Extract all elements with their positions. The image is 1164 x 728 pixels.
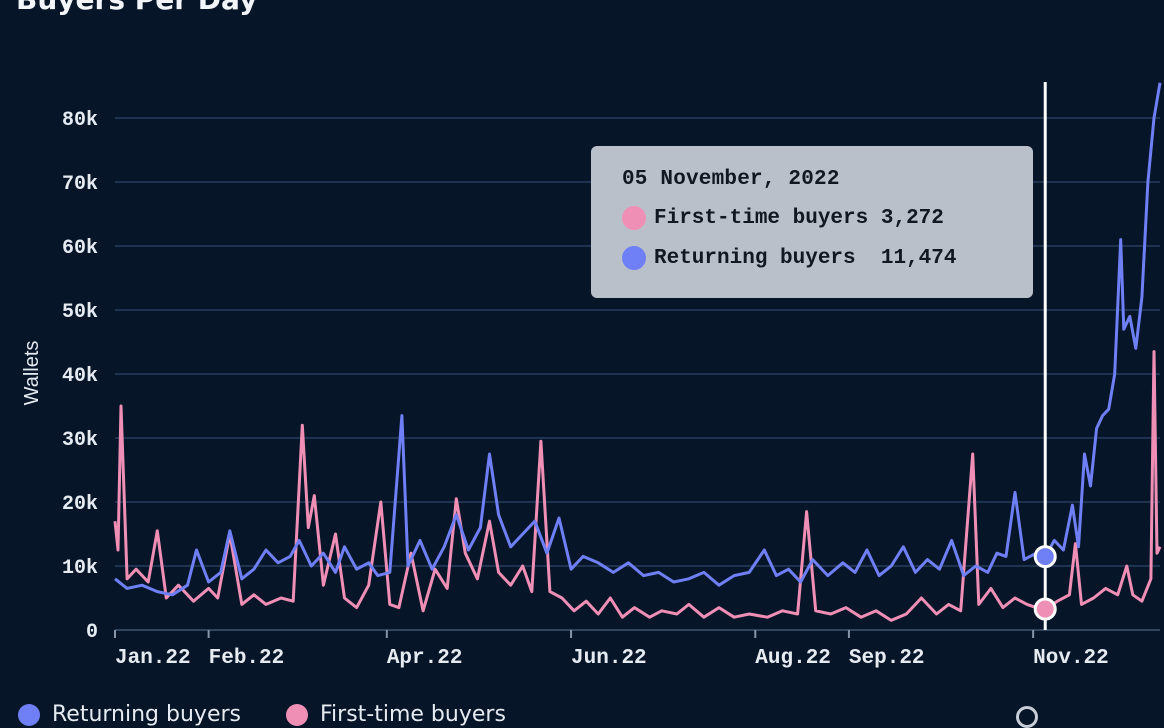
hover-markers bbox=[1033, 545, 1057, 621]
tooltip-row-returning: Returning buyers 11,474 bbox=[622, 245, 1033, 271]
chart-title: Buyers Per Day bbox=[16, 0, 257, 14]
returning-dot-icon bbox=[622, 246, 646, 270]
y-tick-label: 0 bbox=[86, 621, 98, 644]
legend-toggle-icon[interactable] bbox=[1016, 706, 1038, 728]
tooltip-label-returning: Returning buyers bbox=[654, 246, 856, 270]
returning-hover-marker bbox=[1033, 545, 1057, 569]
x-tick-label: Apr.22 bbox=[387, 647, 463, 670]
y-tick-label: 30k bbox=[62, 429, 98, 452]
tooltip-value-first-time: 3,272 bbox=[880, 206, 944, 230]
tooltip-label-first-time: First-time buyers bbox=[654, 206, 869, 230]
legend-label-returning: Returning buyers bbox=[52, 702, 241, 727]
x-tick-label: Aug.22 bbox=[755, 647, 831, 670]
first-time-hover-marker bbox=[1033, 597, 1057, 621]
y-tick-label: 10k bbox=[62, 557, 98, 580]
series-lines bbox=[113, 82, 1162, 622]
y-axis-ticks: 0 10k 20k 30k 40k 50k 60k 70k 80k bbox=[62, 109, 98, 644]
tooltip-row-first-time: First-time buyers 3,272 bbox=[622, 205, 1033, 231]
hover-tooltip: 05 November, 2022 First-time buyers 3,27… bbox=[591, 146, 1033, 298]
legend-label-first-time: First-time buyers bbox=[320, 702, 506, 727]
returning-buyers-line bbox=[114, 82, 1162, 597]
x-tick-label: Jun.22 bbox=[571, 647, 647, 670]
x-axis-ticks: Jan.22 Feb.22 Apr.22 Jun.22 Aug.22 Sep.22 Nov.… bbox=[114, 630, 1109, 670]
y-tick-label: 70k bbox=[62, 173, 98, 196]
first-time-buyers-line bbox=[113, 350, 1162, 622]
x-tick-label: Sep.22 bbox=[849, 647, 925, 670]
x-tick-label: Nov.22 bbox=[1033, 647, 1109, 670]
first-time-legend-dot-icon bbox=[286, 703, 308, 726]
returning-legend-dot-icon bbox=[18, 703, 40, 726]
y-tick-label: 20k bbox=[62, 493, 98, 516]
y-tick-label: 40k bbox=[62, 365, 98, 388]
tooltip-date: 05 November, 2022 bbox=[622, 168, 840, 191]
y-tick-label: 80k bbox=[62, 109, 98, 132]
y-tick-label: 50k bbox=[62, 301, 98, 324]
x-tick-label: Feb.22 bbox=[209, 647, 285, 670]
y-axis-label: Wallets bbox=[21, 341, 43, 406]
legend-item-first-time[interactable]: First-time buyers bbox=[286, 702, 506, 727]
first-time-dot-icon bbox=[622, 206, 646, 230]
x-tick-label: Jan.22 bbox=[115, 647, 191, 670]
legend-item-returning[interactable]: Returning buyers bbox=[18, 702, 241, 727]
tooltip-value-returning: 11,474 bbox=[880, 246, 957, 270]
y-tick-label: 60k bbox=[62, 237, 98, 260]
